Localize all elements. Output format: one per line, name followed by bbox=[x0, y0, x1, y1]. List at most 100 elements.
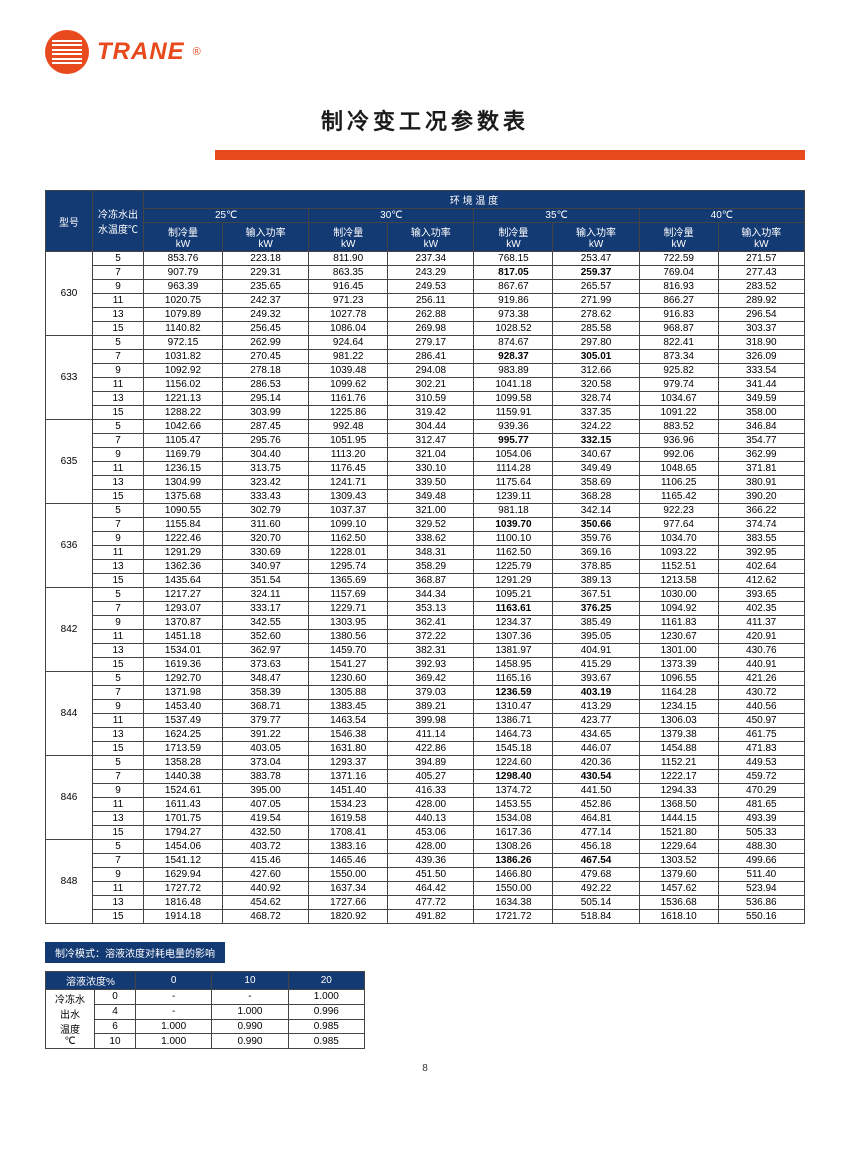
cell-value: 1164.28 bbox=[639, 686, 718, 700]
cell-temp: 13 bbox=[93, 812, 144, 826]
cell-temp: 13 bbox=[93, 644, 144, 658]
cell-temp: 5 bbox=[93, 840, 144, 854]
cell-value: 1294.33 bbox=[639, 784, 718, 798]
col-cooling: 制冷量kW bbox=[309, 223, 388, 252]
cell-value: 430.76 bbox=[718, 644, 804, 658]
table-row: 111020.75242.37971.23256.11919.86271.998… bbox=[46, 294, 805, 308]
cell-value: 385.49 bbox=[553, 616, 639, 630]
cell-value: 979.74 bbox=[639, 378, 718, 392]
cell-model: 842 bbox=[46, 588, 93, 672]
cell-value: 1163.61 bbox=[474, 602, 553, 616]
cell-value: 453.06 bbox=[388, 826, 474, 840]
cell-temp: 5 bbox=[93, 588, 144, 602]
cell-value: 1371.16 bbox=[309, 770, 388, 784]
cell-value: 289.92 bbox=[718, 294, 804, 308]
cell-value: 367.51 bbox=[553, 588, 639, 602]
cell-value: 389.21 bbox=[388, 700, 474, 714]
cell-value: 393.67 bbox=[553, 672, 639, 686]
cell-value: 1.000 bbox=[212, 1004, 288, 1019]
cell-value: 1222.46 bbox=[144, 532, 223, 546]
cell-temp: 11 bbox=[93, 630, 144, 644]
cell-temp: 9 bbox=[93, 448, 144, 462]
cell-value: 1306.03 bbox=[639, 714, 718, 728]
cell-value: 329.52 bbox=[388, 518, 474, 532]
table-row: 151288.22303.991225.86319.421159.91337.3… bbox=[46, 406, 805, 420]
cell-value: 295.14 bbox=[222, 392, 308, 406]
cell-value: - bbox=[212, 990, 288, 1005]
cell-value: 1222.17 bbox=[639, 770, 718, 784]
cell-value: 981.18 bbox=[474, 504, 553, 518]
cell-temp: 11 bbox=[93, 378, 144, 392]
cell-temp: 5 bbox=[93, 672, 144, 686]
table-row: 7907.79229.31863.35243.29817.05259.37769… bbox=[46, 266, 805, 280]
cell-value: 992.06 bbox=[639, 448, 718, 462]
cell-temp: 7 bbox=[93, 266, 144, 280]
cell-side-label: 冷冻水出水温度℃ bbox=[46, 990, 95, 1049]
cell-value: 379.03 bbox=[388, 686, 474, 700]
cell-value: 461.75 bbox=[718, 728, 804, 742]
cell-value: 0.985 bbox=[288, 1019, 364, 1034]
cell-temp: 11 bbox=[93, 546, 144, 560]
cell-value: 358.00 bbox=[718, 406, 804, 420]
cell-value: 1221.13 bbox=[144, 392, 223, 406]
cell-value: 1303.52 bbox=[639, 854, 718, 868]
cell-temp: 15 bbox=[93, 574, 144, 588]
cell-temp: 13 bbox=[93, 728, 144, 742]
cell-value: 1039.48 bbox=[309, 364, 388, 378]
cell-value: 1794.27 bbox=[144, 826, 223, 840]
cell-value: 286.41 bbox=[388, 350, 474, 364]
cell-value: 1550.00 bbox=[309, 868, 388, 882]
cell-value: 348.47 bbox=[222, 672, 308, 686]
cell-value: 1092.92 bbox=[144, 364, 223, 378]
cell-value: 1292.70 bbox=[144, 672, 223, 686]
cell-value: 1106.25 bbox=[639, 476, 718, 490]
cell-temp: 9 bbox=[93, 700, 144, 714]
cell-value: 817.05 bbox=[474, 266, 553, 280]
cell-value: 333.54 bbox=[718, 364, 804, 378]
table-row: 111451.18352.601380.56372.221307.36395.0… bbox=[46, 630, 805, 644]
cell-value: 440.56 bbox=[718, 700, 804, 714]
cell-value: 428.00 bbox=[388, 840, 474, 854]
page-number: 8 bbox=[45, 1063, 805, 1074]
cell-value: 1100.10 bbox=[474, 532, 553, 546]
cell-value: 1458.95 bbox=[474, 658, 553, 672]
cell-model: 848 bbox=[46, 840, 93, 924]
cell-temp: 11 bbox=[93, 462, 144, 476]
cell-value: 338.62 bbox=[388, 532, 474, 546]
table-row: 9963.39235.65916.45249.53867.67265.57816… bbox=[46, 280, 805, 294]
brand-header: TRANE ® bbox=[45, 30, 805, 74]
table-row: 71031.82270.45981.22286.41928.37305.0187… bbox=[46, 350, 805, 364]
cell-value: 373.04 bbox=[222, 756, 308, 770]
cell-value: 1228.01 bbox=[309, 546, 388, 560]
cell-value: 1444.15 bbox=[639, 812, 718, 826]
cell-value: 1368.50 bbox=[639, 798, 718, 812]
cell-value: 1701.75 bbox=[144, 812, 223, 826]
cell-value: 916.83 bbox=[639, 308, 718, 322]
cell-value: 1161.83 bbox=[639, 616, 718, 630]
cell-value: 992.48 bbox=[309, 420, 388, 434]
table-row: 6335972.15262.99924.64279.17874.67297.80… bbox=[46, 336, 805, 350]
cell-value: 368.28 bbox=[553, 490, 639, 504]
cell-value: 1541.27 bbox=[309, 658, 388, 672]
title-underline bbox=[215, 150, 805, 160]
cell-temp: 7 bbox=[93, 350, 144, 364]
cell-value: 1230.60 bbox=[309, 672, 388, 686]
cell-value: 340.67 bbox=[553, 448, 639, 462]
cell-value: 1358.28 bbox=[144, 756, 223, 770]
cell-value: 467.54 bbox=[553, 854, 639, 868]
table-row: 151140.82256.451086.04269.981028.52285.5… bbox=[46, 322, 805, 336]
cell-value: 428.00 bbox=[388, 798, 474, 812]
cell-value: 1291.29 bbox=[474, 574, 553, 588]
cell-value: 450.97 bbox=[718, 714, 804, 728]
cell-value: 973.38 bbox=[474, 308, 553, 322]
cell-value: 1234.37 bbox=[474, 616, 553, 630]
cell-value: 1379.60 bbox=[639, 868, 718, 882]
cell-value: 464.81 bbox=[553, 812, 639, 826]
cell-value: 1236.59 bbox=[474, 686, 553, 700]
cell-value: 873.34 bbox=[639, 350, 718, 364]
cell-value: 916.45 bbox=[309, 280, 388, 294]
cell-value: 1536.68 bbox=[639, 896, 718, 910]
cell-value: 1463.54 bbox=[309, 714, 388, 728]
cell-value: 1307.36 bbox=[474, 630, 553, 644]
table-row: 111156.02286.531099.62302.211041.18320.5… bbox=[46, 378, 805, 392]
